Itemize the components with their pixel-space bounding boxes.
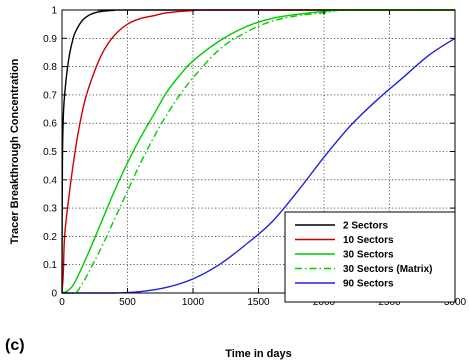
y-tick-label: 0.1 (43, 260, 57, 271)
y-tick-label: 0.5 (43, 147, 57, 158)
y-tick-label: 0.3 (43, 204, 57, 215)
series-line-90-sectors (61, 37, 456, 294)
y-tick-label: 0 (51, 289, 57, 300)
x-tick-label: 1500 (247, 297, 270, 308)
y-tick-label: 0.9 (43, 34, 57, 45)
x-tick-label: 500 (119, 297, 136, 308)
legend-entry-10-sectors: 10 Sectors (343, 235, 394, 246)
y-tick-label: 1 (51, 6, 57, 17)
y-tick-label: 0.4 (43, 175, 57, 186)
y-axis-title: Tracer Breakthrough Concentration (9, 58, 21, 244)
legend: 2 Sectors 10 Sectors 30 Sectors 30 Sectors … (284, 211, 456, 303)
panel-label: (c) (5, 337, 25, 354)
legend-box (284, 211, 456, 303)
legend-entry-2-sectors: 2 Sectors (343, 221, 388, 232)
y-tick-label: 0.2 (43, 232, 57, 243)
legend-entry-30-sectors: 30 Sectors (343, 250, 394, 261)
legend-entry-90-sectors: 90 Sectors (343, 279, 394, 290)
series-line-30-sectors (61, 9, 455, 294)
y-tick-label: 0.8 (43, 62, 57, 73)
legend-entry-30-sectors-matrix: 30 Sectors (Matrix) (343, 264, 432, 275)
x-tick-label: 1000 (182, 297, 205, 308)
y-tick-label: 0.7 (43, 90, 57, 101)
x-axis-title: Time in days (225, 348, 291, 360)
y-tick-label: 0.6 (43, 119, 57, 130)
x-tick-label: 0 (59, 297, 65, 308)
